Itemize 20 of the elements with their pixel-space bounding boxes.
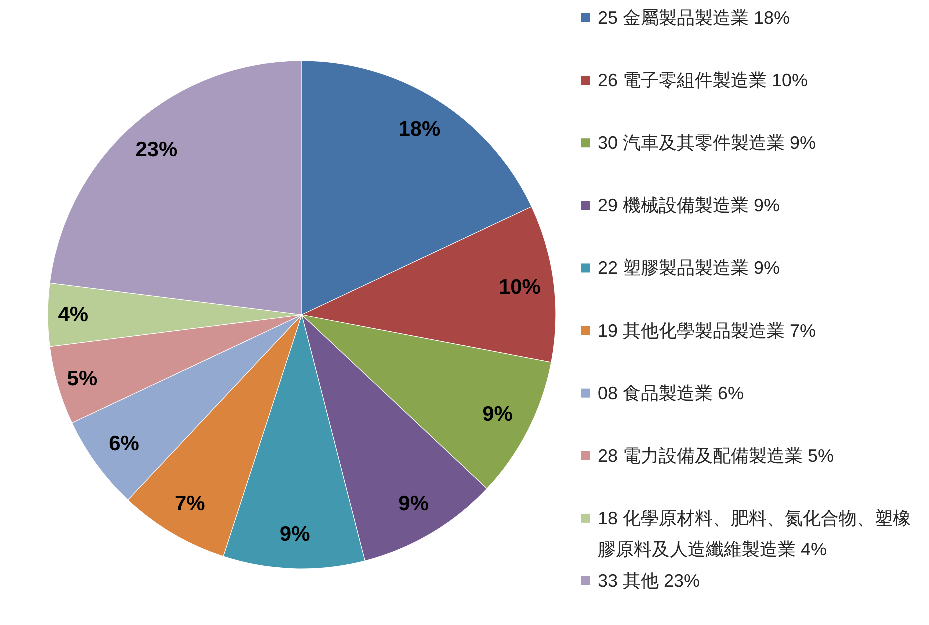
data-label: 4% bbox=[58, 304, 89, 326]
legend-label: 26 電子零組件製造業 10% bbox=[598, 70, 808, 91]
legend-label: 33 其他 23% bbox=[598, 571, 700, 591]
data-label: 23% bbox=[136, 138, 178, 162]
legend-label: 22 塑膠製品製造業 9% bbox=[598, 258, 780, 278]
data-label: 6% bbox=[109, 432, 140, 456]
legend-label: 19 其他化學製品製造業 7% bbox=[598, 320, 816, 341]
legend-label: 08 食品製造業 6% bbox=[598, 383, 744, 404]
legend-label: 29 機械設備製造業 9% bbox=[598, 196, 780, 216]
legend-label: 30 汽車及其零件製造業 9% bbox=[598, 133, 816, 154]
legend-label: 28 電力設備及配備製造業 5% bbox=[598, 446, 834, 466]
data-label: 10% bbox=[498, 276, 542, 299]
data-label: 7% bbox=[174, 492, 206, 516]
data-label: 9% bbox=[280, 523, 311, 546]
data-label: 18% bbox=[398, 118, 442, 141]
data-label: 9% bbox=[482, 403, 514, 426]
legend-label: 18 化學原材料、肥料、氮化合物、塑橡膠原料及人造纖維製造業 4% bbox=[598, 508, 912, 560]
data-label: 9% bbox=[398, 492, 430, 516]
data-label: 5% bbox=[67, 367, 98, 390]
legend-label: 25 金屬製品製造業 18% bbox=[598, 8, 790, 28]
